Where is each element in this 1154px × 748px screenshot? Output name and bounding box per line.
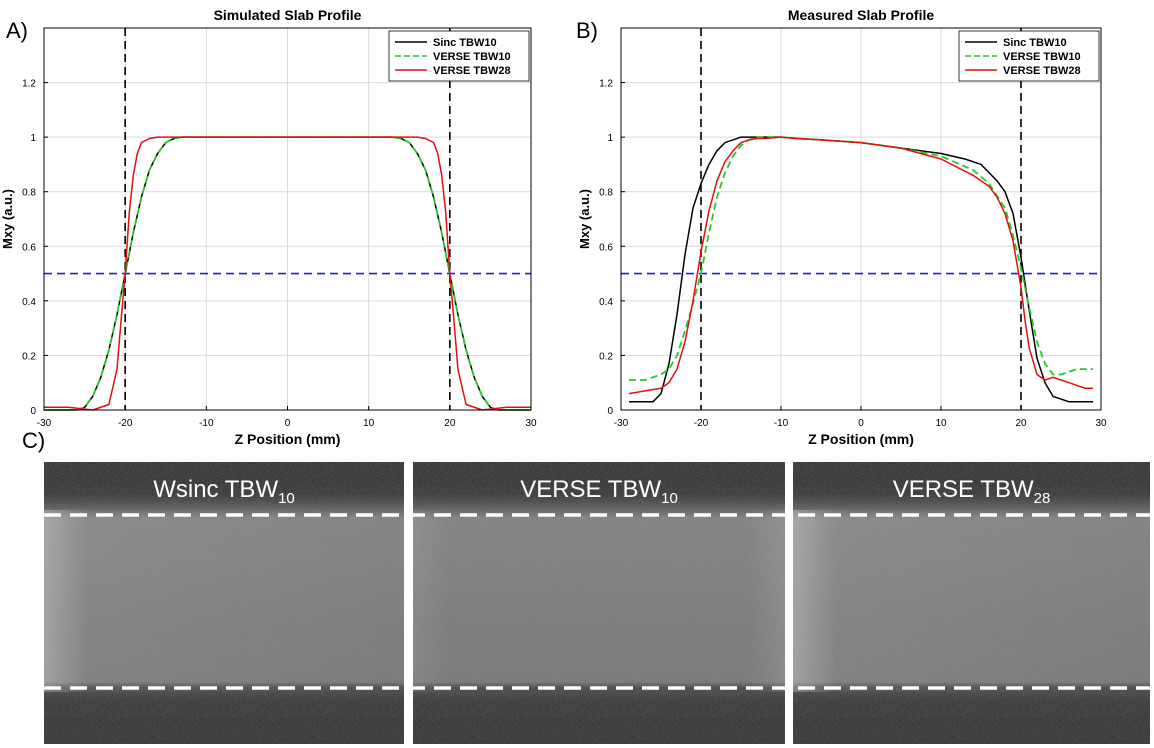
axes-box — [620, 27, 1102, 411]
y-tick-label: 0 — [30, 406, 36, 417]
series-line-verse-tbw28 — [628, 136, 1093, 395]
y-tick-label: 0 — [607, 406, 613, 417]
x-tick-label: -30 — [37, 418, 52, 429]
y-tick-label: 1 — [30, 133, 36, 144]
legend-label: Sinc TBW10 — [1003, 37, 1067, 49]
y-tick-label: 0.6 — [599, 242, 613, 253]
mri-edge-shading — [44, 510, 404, 692]
mri-edge-shading — [793, 510, 1150, 692]
mri-panel-title: VERSE TBW10 — [520, 476, 678, 507]
x-tick-label: 30 — [525, 418, 537, 429]
x-tick-label: 30 — [1095, 418, 1107, 429]
simulated-slab-profile-chart: -30 -20 -10 0 10 20 30 0 0.2 0.4 0.6 0.8 1 1.2 Simulat… — [0, 7, 537, 447]
y-axis-label: Mxy (a.u.) — [577, 189, 592, 249]
x-axis-label: Z Position (mm) — [235, 431, 341, 447]
x-tick-label: 20 — [1015, 418, 1027, 429]
panel-label-b: B) — [576, 18, 598, 43]
mri-panel-title: Wsinc TBW10 — [153, 476, 295, 507]
mri-panel-1: Wsinc TBW10 — [44, 462, 404, 744]
legend-label: Sinc TBW10 — [433, 37, 497, 49]
legend-box — [958, 30, 1100, 82]
x-tick-label: -10 — [774, 418, 789, 429]
x-tick-label: -20 — [694, 418, 709, 429]
legend-label: VERSE TBW28 — [1003, 65, 1081, 77]
panel-label-a: A) — [6, 18, 28, 43]
y-tick-label: 0.4 — [599, 297, 613, 308]
y-axis-label: Mxy (a.u.) — [0, 189, 15, 249]
series-line-verse-tbw10 — [629, 136, 1093, 381]
panel-label-c: C) — [22, 428, 46, 453]
mri-panel-2: VERSE TBW10 — [413, 462, 785, 744]
y-tick-label: 1 — [607, 133, 613, 144]
x-tick-label: 20 — [444, 418, 456, 429]
legend-box — [388, 30, 530, 82]
x-axis-label: Z Position (mm) — [808, 431, 914, 447]
axes-box — [43, 27, 532, 411]
x-tick-label: 0 — [285, 418, 291, 429]
y-tick-label: 1.2 — [22, 79, 36, 90]
series-line-verse-tbw28 — [44, 136, 531, 411]
x-tick-label: 0 — [858, 418, 864, 429]
mri-panel-title: VERSE TBW28 — [893, 476, 1051, 507]
mri-panel-3: VERSE TBW28 — [793, 462, 1150, 744]
mri-slab-images: Wsinc TBW10 VERSE TBW10 VERSE TBW28 — [44, 462, 1150, 744]
y-tick-label: 0.4 — [22, 297, 36, 308]
y-tick-label: 1.2 — [599, 79, 613, 90]
y-tick-label: 0.6 — [22, 242, 36, 253]
measured-slab-profile-chart: -30 -20 -10 0 10 20 30 0 0.2 0.4 0.6 0.8 1 1.2 Measure… — [577, 7, 1107, 447]
legend-label: VERSE TBW10 — [1003, 51, 1081, 63]
x-tick-label: 10 — [935, 418, 947, 429]
y-tick-label: 0.8 — [22, 188, 36, 199]
chart-title: Simulated Slab Profile — [214, 7, 362, 23]
x-tick-label: -20 — [118, 418, 133, 429]
y-tick-label: 0.2 — [22, 351, 36, 362]
chart-title: Measured Slab Profile — [788, 7, 934, 23]
legend-label: VERSE TBW10 — [433, 51, 511, 63]
legend-label: VERSE TBW28 — [433, 65, 511, 77]
x-tick-label: -10 — [199, 418, 214, 429]
x-tick-label: 10 — [363, 418, 375, 429]
y-tick-label: 0.2 — [599, 351, 613, 362]
x-tick-label: -30 — [614, 418, 629, 429]
mri-edge-shading — [413, 510, 785, 692]
y-tick-label: 0.8 — [599, 188, 613, 199]
